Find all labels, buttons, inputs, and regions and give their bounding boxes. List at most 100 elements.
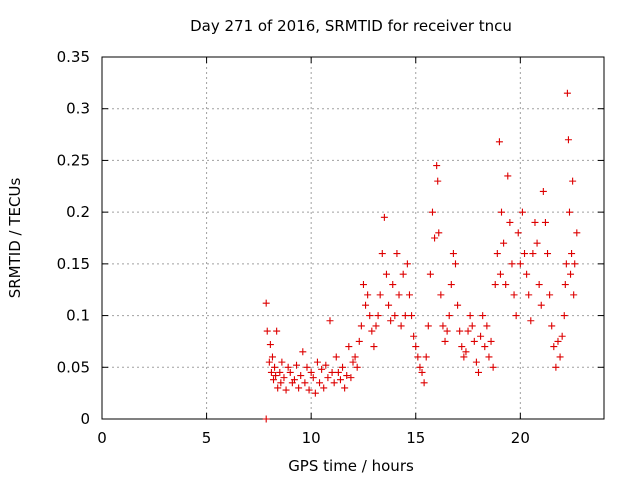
data-point <box>422 353 430 361</box>
data-point <box>313 358 321 366</box>
data-point <box>493 250 501 258</box>
data-point <box>418 368 426 376</box>
data-point <box>414 353 422 361</box>
data-point <box>368 327 376 335</box>
data-point <box>477 332 485 340</box>
data-point <box>307 368 315 376</box>
data-point <box>297 372 305 380</box>
data-point <box>267 368 275 376</box>
data-point <box>449 250 457 258</box>
data-point <box>426 270 434 278</box>
data-point <box>567 270 575 278</box>
data-point <box>479 312 487 320</box>
x-tick-label: 20 <box>511 429 530 447</box>
data-point <box>508 260 516 268</box>
data-point <box>495 138 503 146</box>
data-point <box>355 337 363 345</box>
data-point <box>364 291 372 299</box>
data-point <box>558 332 566 340</box>
data-point <box>564 136 572 144</box>
data-point <box>276 368 284 376</box>
data-point <box>431 234 439 242</box>
data-point <box>286 368 294 376</box>
data-point <box>560 312 568 320</box>
data-point <box>475 368 482 376</box>
data-point <box>562 260 570 268</box>
data-point <box>280 374 288 382</box>
data-point <box>552 363 560 371</box>
data-point <box>443 327 451 335</box>
data-point <box>439 322 447 330</box>
data-point <box>305 386 313 394</box>
data-point <box>523 270 531 278</box>
data-point <box>516 260 524 268</box>
data-point <box>316 379 324 387</box>
data-point <box>535 281 543 289</box>
data-point <box>571 260 579 268</box>
data-point <box>569 177 577 185</box>
data-point <box>437 291 445 299</box>
x-tick-label: 0 <box>97 429 107 447</box>
data-point <box>518 208 526 216</box>
data-point <box>412 343 420 351</box>
plot-frame <box>101 56 605 420</box>
data-point <box>481 343 489 351</box>
data-point <box>339 363 347 371</box>
data-point <box>268 353 276 361</box>
x-tick-label: 10 <box>302 429 321 447</box>
data-point <box>483 322 491 330</box>
data-point <box>485 353 493 361</box>
data-point <box>271 363 279 371</box>
data-point <box>353 363 361 371</box>
data-point <box>347 374 355 382</box>
data-point <box>290 376 298 384</box>
data-point <box>278 358 286 366</box>
data-point <box>324 374 332 382</box>
data-point <box>322 361 330 369</box>
data-point <box>454 301 462 309</box>
data-point <box>512 312 520 320</box>
y-tick-label: 0 <box>80 410 90 428</box>
data-point <box>293 361 301 369</box>
data-point <box>303 363 311 371</box>
y-axis-label: SRMTID / TECUs <box>6 178 24 299</box>
data-point <box>370 343 378 351</box>
data-point <box>357 322 365 330</box>
data-point <box>318 365 326 373</box>
data-point <box>374 312 382 320</box>
data-point <box>332 353 340 361</box>
data-point <box>299 348 307 356</box>
data-point <box>451 260 459 268</box>
data-series-srmtid <box>262 89 581 423</box>
data-point <box>550 343 558 351</box>
data-point <box>500 239 508 247</box>
data-point <box>395 291 403 299</box>
data-point <box>410 332 418 340</box>
data-point <box>554 337 562 345</box>
data-point <box>391 312 399 320</box>
data-point <box>380 213 388 221</box>
data-point <box>445 312 453 320</box>
y-axis: 0 0.05 0.1 0.15 0.2 0.25 0.3 0.35 <box>57 48 604 428</box>
data-point <box>472 358 480 366</box>
data-point <box>529 250 537 258</box>
data-point <box>434 177 442 185</box>
gridlines <box>102 57 604 419</box>
data-point <box>533 239 541 247</box>
data-point <box>527 317 535 325</box>
data-point <box>393 250 401 258</box>
data-point <box>570 291 578 299</box>
data-point <box>563 89 571 97</box>
y-tick-label: 0.05 <box>57 358 90 376</box>
data-point <box>284 363 292 371</box>
data-point <box>362 301 370 309</box>
data-point <box>408 312 416 320</box>
data-point <box>470 337 478 345</box>
data-point <box>456 327 464 335</box>
data-point <box>382 270 390 278</box>
data-point <box>489 363 497 371</box>
data-point <box>416 363 424 371</box>
y-tick-label: 0.25 <box>57 151 90 169</box>
data-point <box>272 372 280 380</box>
data-point <box>301 379 309 387</box>
